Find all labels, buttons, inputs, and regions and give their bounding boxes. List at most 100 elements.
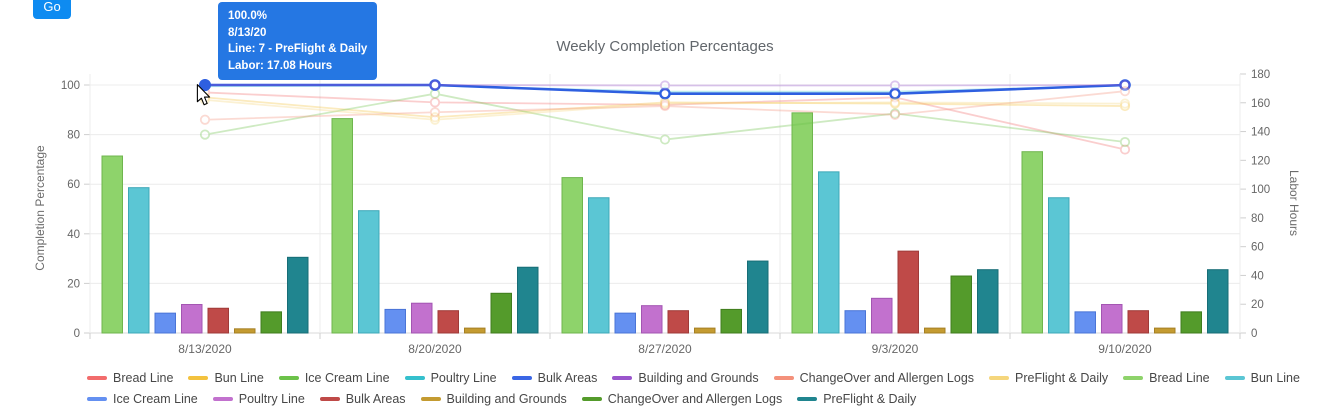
- chart-tooltip: 100.0% 8/13/20 Line: 7 - PreFlight & Dai…: [218, 2, 378, 80]
- bar-preflight-daily[interactable]: [1207, 269, 1229, 334]
- go-button[interactable]: Go: [33, 0, 71, 19]
- line-point[interactable]: [1119, 98, 1131, 109]
- tooltip-labor: Labor: 17.08 Hours: [228, 59, 333, 72]
- legend-item-bun-line[interactable]: Bun Line: [188, 370, 264, 385]
- line-point[interactable]: [889, 87, 901, 100]
- bar-building-and-grounds[interactable]: [1154, 327, 1176, 334]
- right-tick-label: 40: [1251, 270, 1264, 282]
- legend-item-ice-cream-line[interactable]: Ice Cream Line: [278, 370, 390, 385]
- line-point[interactable]: [1119, 86, 1131, 97]
- bar-bulk-areas[interactable]: [207, 307, 229, 334]
- legend-item-preflight-daily[interactable]: PreFlight & Daily: [797, 392, 916, 406]
- legend-item-preflight-daily[interactable]: PreFlight & Daily: [989, 371, 1108, 385]
- bar-poultry-line[interactable]: [181, 304, 203, 334]
- bar-changeover-and-allergen-logs[interactable]: [720, 308, 742, 334]
- line-point[interactable]: [889, 97, 901, 108]
- bar-preflight-daily[interactable]: [977, 269, 999, 334]
- bar-building-and-grounds[interactable]: [234, 328, 256, 334]
- highlighted-point[interactable]: [199, 79, 211, 91]
- bar-bun-line[interactable]: [358, 210, 380, 334]
- line-point[interactable]: [659, 87, 671, 100]
- line-point[interactable]: [659, 80, 671, 91]
- bar-preflight-daily[interactable]: [287, 256, 309, 334]
- line-point[interactable]: [889, 108, 901, 119]
- legend-label: Building and Grounds: [446, 391, 567, 406]
- bar-preflight-daily[interactable]: [747, 260, 769, 334]
- legend-item-building-and-grounds[interactable]: Building and Grounds: [420, 391, 567, 406]
- line-point[interactable]: [429, 107, 441, 118]
- left-tick-label: 40: [67, 229, 80, 241]
- legend-label: Bun Line: [214, 370, 264, 385]
- line-point[interactable]: [429, 112, 441, 123]
- line-point[interactable]: [199, 129, 211, 140]
- bar-poultry-line[interactable]: [1101, 304, 1123, 334]
- legend-item-bulk-areas[interactable]: Bulk Areas: [511, 371, 597, 385]
- bar-building-and-grounds[interactable]: [924, 327, 946, 334]
- bar-building-and-grounds[interactable]: [694, 327, 716, 334]
- legend-item-bulk-areas[interactable]: Bulk Areas: [319, 392, 406, 406]
- bar-ice-cream-line[interactable]: [154, 312, 176, 334]
- legend-item-bun-line[interactable]: Bun Line: [1224, 371, 1300, 385]
- line-point[interactable]: [659, 134, 671, 145]
- right-tick-label: 140: [1251, 127, 1270, 139]
- left-tick-label: 60: [67, 179, 80, 191]
- bar-poultry-line[interactable]: [871, 297, 893, 334]
- bar-bread-line[interactable]: [331, 118, 353, 334]
- line-point[interactable]: [1119, 100, 1131, 112]
- line-point[interactable]: [429, 114, 441, 125]
- bar-building-and-grounds[interactable]: [464, 327, 486, 334]
- bar-bun-line[interactable]: [588, 197, 610, 334]
- bar-bulk-areas[interactable]: [667, 310, 689, 334]
- line-point[interactable]: [1119, 136, 1131, 148]
- line-point[interactable]: [1119, 144, 1131, 155]
- bar-changeover-and-allergen-logs[interactable]: [260, 311, 282, 334]
- legend-item-bread-line[interactable]: Bread Line: [1123, 371, 1210, 385]
- line-point[interactable]: [429, 97, 441, 108]
- bar-ice-cream-line[interactable]: [844, 310, 866, 334]
- bar-bread-line[interactable]: [561, 177, 583, 334]
- legend-item-poultry-line[interactable]: Poultry Line: [404, 371, 497, 385]
- legend-label: Building and Grounds: [638, 370, 759, 385]
- line-point[interactable]: [429, 79, 441, 91]
- bar-bulk-areas[interactable]: [437, 310, 459, 334]
- legend-item-bread-line[interactable]: Bread Line: [87, 371, 173, 385]
- bar-poultry-line[interactable]: [641, 305, 663, 334]
- legend-label: ChangeOver and Allergen Logs: [607, 391, 783, 406]
- line-point[interactable]: [889, 109, 901, 120]
- legend-item-changeover-and-allergen-logs[interactable]: ChangeOver and Allergen Logs: [773, 371, 974, 385]
- line-point[interactable]: [429, 79, 441, 91]
- bar-bread-line[interactable]: [101, 155, 123, 334]
- bar-ice-cream-line[interactable]: [614, 312, 636, 334]
- line-point[interactable]: [1119, 79, 1131, 91]
- line-bun-line: [204, 96, 1126, 119]
- bar-bulk-areas[interactable]: [1127, 310, 1149, 334]
- line-point[interactable]: [889, 80, 901, 91]
- bar-bulk-areas[interactable]: [897, 250, 919, 334]
- legend-label: Ice Cream Line: [304, 370, 390, 385]
- bar-bun-line[interactable]: [1048, 197, 1070, 334]
- bar-preflight-daily[interactable]: [517, 266, 539, 334]
- line-point[interactable]: [659, 100, 671, 112]
- line-point[interactable]: [1119, 79, 1131, 91]
- legend-item-building-and-grounds[interactable]: Building and Grounds: [612, 370, 759, 385]
- bar-changeover-and-allergen-logs[interactable]: [950, 275, 972, 334]
- line-point[interactable]: [199, 114, 211, 125]
- bar-bun-line[interactable]: [128, 187, 150, 334]
- bar-bread-line[interactable]: [1021, 151, 1043, 334]
- line-point[interactable]: [659, 99, 671, 110]
- bar-ice-cream-line[interactable]: [1074, 311, 1096, 334]
- legend-item-poultry-line[interactable]: Poultry Line: [212, 392, 305, 406]
- bar-bread-line[interactable]: [791, 112, 813, 334]
- bar-ice-cream-line[interactable]: [384, 308, 406, 334]
- bar-changeover-and-allergen-logs[interactable]: [490, 292, 512, 334]
- legend-item-ice-cream-line[interactable]: Ice Cream Line: [87, 392, 198, 406]
- bar-changeover-and-allergen-logs[interactable]: [1180, 311, 1202, 334]
- bar-poultry-line[interactable]: [411, 302, 433, 334]
- bar-bun-line[interactable]: [818, 171, 840, 334]
- legend-item-changeover-and-allergen-logs[interactable]: ChangeOver and Allergen Logs: [581, 391, 783, 406]
- legend-label: PreFlight & Daily: [823, 391, 917, 406]
- line-point[interactable]: [659, 98, 671, 109]
- right-tick-label: 120: [1251, 155, 1270, 167]
- legend-swatch-icon: [581, 396, 602, 401]
